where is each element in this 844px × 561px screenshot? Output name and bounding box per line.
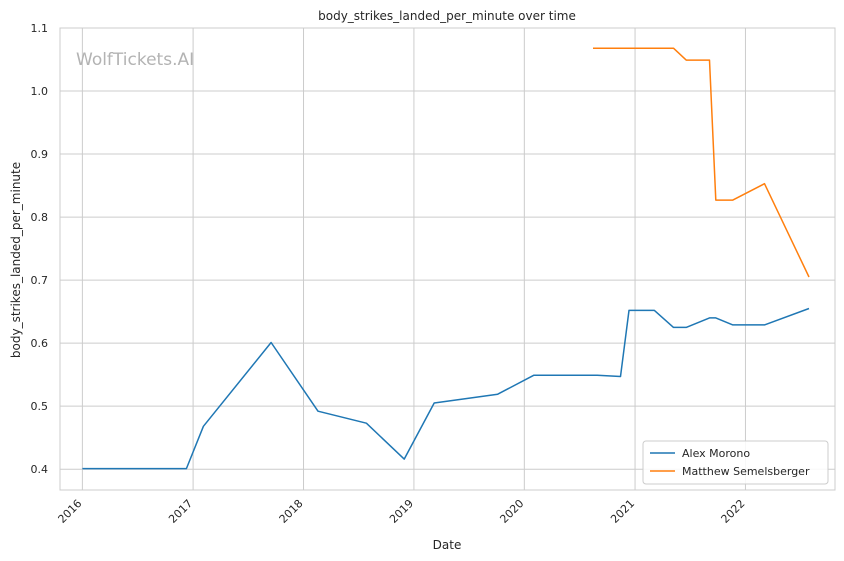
x-tick-label: 2016 xyxy=(56,497,85,526)
legend-label-alex-morono: Alex Morono xyxy=(682,447,750,460)
plot-frame xyxy=(59,27,836,491)
x-axis-label: Date xyxy=(433,538,462,552)
y-tick-label: 0.9 xyxy=(31,148,49,161)
x-tick-label: 2019 xyxy=(387,497,416,526)
legend-box xyxy=(642,440,829,485)
x-tick-label: 2021 xyxy=(608,497,637,526)
plot-background xyxy=(60,28,835,490)
x-tick-label: 2022 xyxy=(719,497,748,526)
y-tick-label: 0.5 xyxy=(31,400,49,413)
legend: Alex Morono Matthew Semelsberger xyxy=(642,440,829,485)
y-tick-label: 1.0 xyxy=(31,85,49,98)
chart-title: body_strikes_landed_per_minute over time xyxy=(318,9,576,23)
series-lines xyxy=(82,47,810,470)
y-tick-labels: 0.4 0.5 0.6 0.7 0.8 0.9 1.0 1.1 xyxy=(31,22,49,476)
x-tick-label: 2017 xyxy=(166,497,195,526)
series-line-alex-morono xyxy=(82,307,810,470)
y-tick-label: 0.6 xyxy=(31,337,49,350)
y-tick-label: 0.4 xyxy=(31,463,49,476)
y-tick-label: 0.7 xyxy=(31,274,49,287)
x-tick-labels: 2016 2017 2018 2019 2020 2021 2022 xyxy=(56,497,748,526)
x-tick-label: 2020 xyxy=(497,497,526,526)
grid xyxy=(60,27,835,490)
watermark: WolfTickets.AI xyxy=(76,50,194,70)
y-axis-label: body_strikes_landed_per_minute xyxy=(9,162,23,358)
y-tick-label: 0.8 xyxy=(31,211,49,224)
x-tick-label: 2018 xyxy=(277,497,306,526)
y-tick-label: 1.1 xyxy=(31,22,49,35)
legend-label-matthew-semelsberger: Matthew Semelsberger xyxy=(682,465,810,478)
series-line-matthew-semelsberger xyxy=(593,47,810,278)
